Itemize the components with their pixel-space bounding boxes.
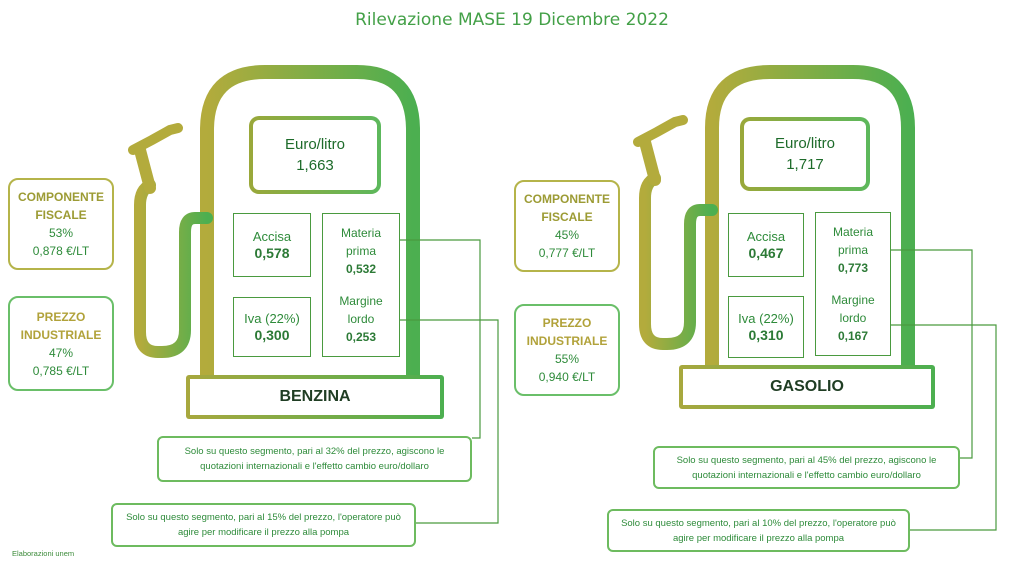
note-text: Solo su questo segmento, pari al 32% del… [184, 446, 445, 457]
pump-body-outline [200, 65, 420, 385]
margine-value: 0,253 [345, 330, 377, 344]
industrial-label: PREZZO [36, 309, 86, 324]
operator-note: Solo su questo segmento, pari al 10% del… [607, 509, 910, 552]
iva-label: Iva (22%) [738, 311, 794, 326]
note-text: Solo su questo segmento, pari al 15% del… [126, 512, 401, 523]
fiscal-label: FISCALE [35, 208, 87, 222]
connector-line [400, 239, 481, 439]
materia-value: 0,773 [837, 261, 869, 275]
fuel-name: GASOLIO [683, 369, 931, 405]
pump-body-outline [705, 65, 915, 377]
price-value: 1,663 [296, 157, 334, 174]
iva-value: 0,310 [748, 327, 784, 343]
materia-label: Materia [340, 226, 381, 240]
price-value: 1,717 [786, 156, 824, 173]
iva-value: 0,300 [254, 327, 290, 343]
price-label: Euro/litro [284, 136, 346, 153]
fiscal-percent: 45% [554, 228, 580, 242]
materia-value: 0,532 [345, 262, 377, 276]
margine-label: lordo [347, 312, 375, 326]
quotation-note: Solo su questo segmento, pari al 32% del… [157, 436, 472, 482]
industrial-price-box: PREZZO INDUSTRIALE 47% 0,785 €/LT [8, 296, 114, 391]
note-text: agire per modificare il prezzo alla pomp… [177, 527, 350, 538]
note-text: quotazioni internazionali e l'effetto ca… [692, 469, 921, 481]
margine-label: lordo [839, 311, 867, 325]
industrial-label: PREZZO [542, 316, 592, 330]
accisa-label: Accisa [252, 229, 292, 244]
fuel-base: GASOLIO [679, 365, 935, 409]
fiscal-percent: 53% [48, 226, 74, 240]
accisa-label: Accisa [746, 229, 786, 244]
fiscal-label: COMPONENTE [523, 192, 610, 206]
fiscal-label: COMPONENTE [17, 190, 104, 204]
connector-line [890, 249, 973, 459]
operator-note: Solo su questo segmento, pari al 15% del… [111, 503, 416, 547]
note-text: quotazioni internazionali e l'effetto ca… [200, 461, 429, 472]
industrial-percent: 47% [48, 345, 74, 360]
nozzle-hose [639, 172, 718, 350]
industrial-cell: Materia prima 0,532 Margine lordo 0,253 [322, 213, 400, 357]
price-label: Euro/litro [774, 135, 836, 152]
fiscal-amount: 0,878 €/LT [32, 244, 90, 258]
industrial-percent: 55% [554, 352, 580, 366]
note-text: Solo su questo segmento, pari al 45% del… [676, 454, 937, 466]
price-display: Euro/litro 1,717 [740, 117, 870, 191]
price-display: Euro/litro 1,663 [249, 116, 381, 194]
industrial-cell: Materia prima 0,773 Margine lordo 0,167 [815, 212, 891, 356]
fiscal-label: FISCALE [541, 210, 593, 224]
accisa-cell: Accisa 0,467 [728, 213, 804, 277]
accisa-value: 0,467 [748, 245, 784, 261]
margine-label: Margine [339, 294, 383, 308]
fuel-name: BENZINA [190, 379, 440, 415]
materia-label: Materia [832, 225, 873, 239]
accisa-value: 0,578 [254, 245, 290, 261]
note-text: agire per modificare il prezzo alla pomp… [672, 532, 845, 544]
credit-text: Elaborazioni unem [12, 549, 75, 558]
margine-label: Margine [831, 293, 875, 307]
iva-label: Iva (22%) [244, 311, 300, 326]
accisa-cell: Accisa 0,578 [233, 213, 311, 277]
materia-label: prima [837, 243, 868, 257]
margine-value: 0,167 [837, 329, 869, 343]
fiscal-component-box: COMPONENTE FISCALE 45% 0,777 €/LT [514, 180, 620, 272]
connector-line [400, 319, 499, 524]
industrial-amount: 0,940 €/LT [538, 370, 596, 384]
industrial-label: INDUSTRIALE [20, 327, 102, 342]
industrial-amount: 0,785 €/LT [32, 363, 90, 378]
iva-cell: Iva (22%) 0,300 [233, 297, 311, 357]
materia-label: prima [345, 244, 376, 258]
note-text: Solo su questo segmento, pari al 10% del… [621, 517, 896, 529]
page-title: Rilevazione MASE 19 Dicembre 2022 [355, 10, 669, 30]
fiscal-amount: 0,777 €/LT [538, 246, 596, 260]
nozzle-hose [134, 179, 213, 358]
industrial-label: INDUSTRIALE [526, 334, 608, 348]
quotation-note: Solo su questo segmento, pari al 45% del… [653, 446, 960, 489]
iva-cell: Iva (22%) 0,310 [728, 296, 804, 358]
industrial-price-box: PREZZO INDUSTRIALE 55% 0,940 €/LT [514, 304, 620, 396]
fuel-base: BENZINA [186, 375, 444, 419]
connector-line [890, 324, 997, 531]
fiscal-component-box: COMPONENTE FISCALE 53% 0,878 €/LT [8, 178, 114, 270]
